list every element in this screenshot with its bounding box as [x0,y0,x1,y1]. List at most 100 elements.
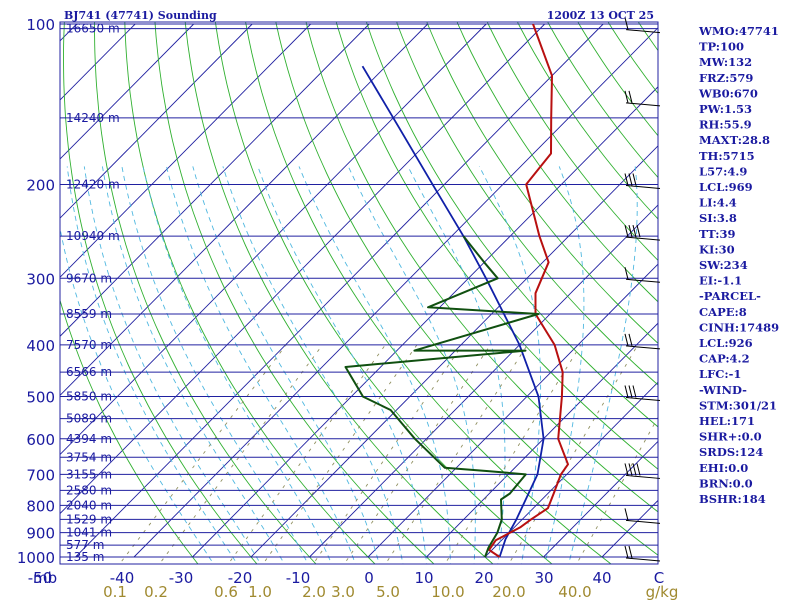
dry-adiabat-line [335,22,658,470]
isotherm-line [60,23,195,160]
pressure-tick-label: 200 [26,176,55,194]
wind-barb [625,397,661,402]
temperature-tick-label: 0 [364,569,374,587]
pressure-tick-label: 100 [26,16,55,34]
isotherm-line [192,86,658,558]
wind-barb [625,184,661,189]
mixing-ratio-tick-label: 0.6 [214,583,238,600]
moist-adiabat-line [101,166,285,564]
dry-adiabat-line [516,22,658,220]
wind-barb-feather [624,224,629,238]
mixing-ratio-line [312,344,463,564]
index-value: L57:4.9 [699,164,747,178]
index-value: KI:30 [699,242,735,256]
wind-barb [625,278,661,283]
wind-barb-feather [632,385,637,398]
index-value: SI:3.8 [699,211,737,225]
wind-barb [625,474,661,479]
profiles [344,23,569,558]
height-label: 14240 m [66,111,120,125]
background-lines [60,21,800,565]
isotherm-line [75,23,604,558]
index-value: TH:5715 [699,149,755,163]
temperature-tick-label: 30 [534,569,553,587]
pressure-tick-label: 400 [26,337,55,355]
wind-barb-feather [628,463,633,476]
temperature-tick-label: 40 [592,569,611,587]
height-label: 3754 m [66,450,112,464]
pressure-tick-label: 800 [26,497,55,515]
wind-barb-feather [628,333,633,347]
index-value: HEL:171 [699,414,755,428]
mixing-ratio-tick-label: 5.0 [376,583,400,600]
moist-adiabat-line [166,166,356,564]
isotherm-line [60,23,312,278]
wind-barb-feather [628,90,633,104]
wind-barb-feather [624,508,629,521]
wind-barb-feather [624,333,629,347]
mixing-ratio-tick-label: 1.0 [248,583,272,600]
index-value: -WIND- [699,383,747,397]
temperature-tick-label: 20 [474,569,493,587]
index-value: LCL:926 [699,336,753,350]
wind-barb-feather [624,267,629,280]
pressure-tick-label: 700 [26,466,55,484]
dry-adiabat-line [124,22,376,564]
plot-frame [59,21,659,565]
wind-barbs [624,17,661,562]
height-label: 3155 m [66,467,112,481]
temperature-tick-label: -20 [228,569,253,587]
pressure-tick-label: 300 [26,270,55,288]
temperature-line [488,23,569,558]
isotherm-line [543,440,658,558]
dry-adiabat-line [154,22,435,564]
pressure-tick-label: 900 [26,525,55,543]
height-label: 4394 m [66,432,112,446]
wind-barb-feather [624,173,629,186]
height-label: 577 m [66,538,104,552]
dry-adiabat-line [486,22,658,262]
isotherm-line [250,145,658,558]
height-label: 5850 m [66,390,112,404]
wind-barb-feather [628,224,633,238]
temperature-tick-label: C [654,569,664,587]
isotherm-line [60,23,546,515]
mixing-ratio-line [119,344,287,564]
index-value: EI:-1.1 [699,274,742,288]
isotherm-line [133,27,658,558]
index-value: BSHR:184 [699,492,766,506]
dry-adiabat-line [396,22,658,386]
pressure-tick-label: 1000 [17,549,55,567]
wind-barb [625,557,661,562]
temperature-tick-label: -50 [28,569,53,587]
wind-barb-feather [624,463,629,476]
wind-barb-feather [624,385,629,398]
height-label: 1529 m [66,512,112,526]
mixing-ratio-tick-label: 20.0 [492,583,525,600]
dry-adiabat-line [758,21,800,565]
index-value: SW:234 [699,258,748,272]
index-value: TT:39 [699,227,736,241]
index-value: RH:55.9 [699,118,752,132]
mixing-ratio-tick-label: 0.1 [103,583,127,600]
height-label: 5089 m [66,412,112,426]
index-value: SRDS:124 [699,445,763,459]
dry-adiabat-line [94,22,317,564]
index-value: LI:4.4 [699,196,737,210]
index-value: MAXT:28.8 [699,133,770,147]
index-value: PW:1.53 [699,102,752,116]
mixing-ratio-line [576,416,658,564]
wind-barb [625,102,661,107]
wind-barb-feather [624,90,629,104]
moist-adiabat-line [257,166,428,564]
mixing-ratio-tick-label: 40.0 [558,583,591,600]
height-label: 12420 m [66,177,120,191]
wind-barb-feather [636,463,641,476]
wind-barb-feather [628,385,633,398]
index-value: TP:100 [699,40,744,54]
mixing-ratio-line [262,344,418,564]
mixing-ratio-line [508,344,639,564]
wind-barb [625,519,661,524]
station-title: BJ741 (47741) Sounding [64,9,217,22]
temperature-tick-label: -40 [110,569,135,587]
